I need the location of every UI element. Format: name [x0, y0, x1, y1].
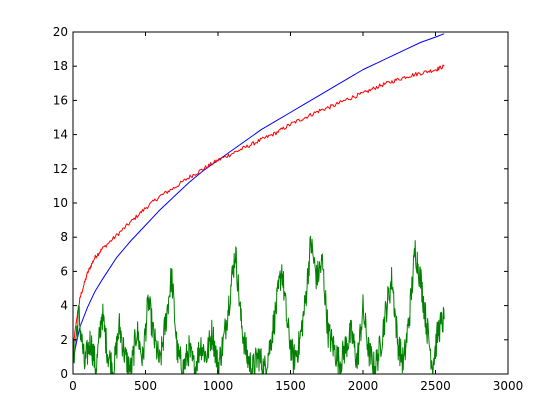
x-tick-label: 0: [69, 379, 77, 393]
series-line-1: [72, 33, 445, 361]
x-tick-label: 3000: [493, 379, 524, 393]
x-tick-label: 500: [134, 379, 157, 393]
tick-labels-layer: 0 500 1000 1500 2000 2500 3000 0 2 4 6 8 10 12 14 16 18 2…: [53, 25, 524, 393]
y-tick-label: 18: [53, 59, 68, 73]
y-tick-label: 2: [60, 333, 68, 347]
y-tick-label: 14: [53, 128, 68, 142]
plot-background: [73, 32, 508, 374]
y-tick-label: 8: [60, 230, 68, 244]
series-layer: [72, 33, 445, 375]
y-tick-label: 16: [53, 93, 68, 107]
series-line-2: [72, 64, 445, 348]
y-tick-label: 20: [53, 25, 68, 39]
ticks-layer: [72, 31, 509, 375]
x-tick-label: 1000: [203, 379, 234, 393]
series-line-3: [72, 235, 445, 375]
y-tick-label: 0: [60, 367, 68, 381]
x-tick-label: 2000: [348, 379, 379, 393]
y-tick-label: 12: [53, 162, 68, 176]
y-tick-label: 4: [60, 299, 68, 313]
y-tick-label: 10: [53, 196, 68, 210]
y-tick-label: 6: [60, 264, 68, 278]
x-tick-label: 1500: [275, 379, 306, 393]
x-tick-label: 2500: [420, 379, 451, 393]
